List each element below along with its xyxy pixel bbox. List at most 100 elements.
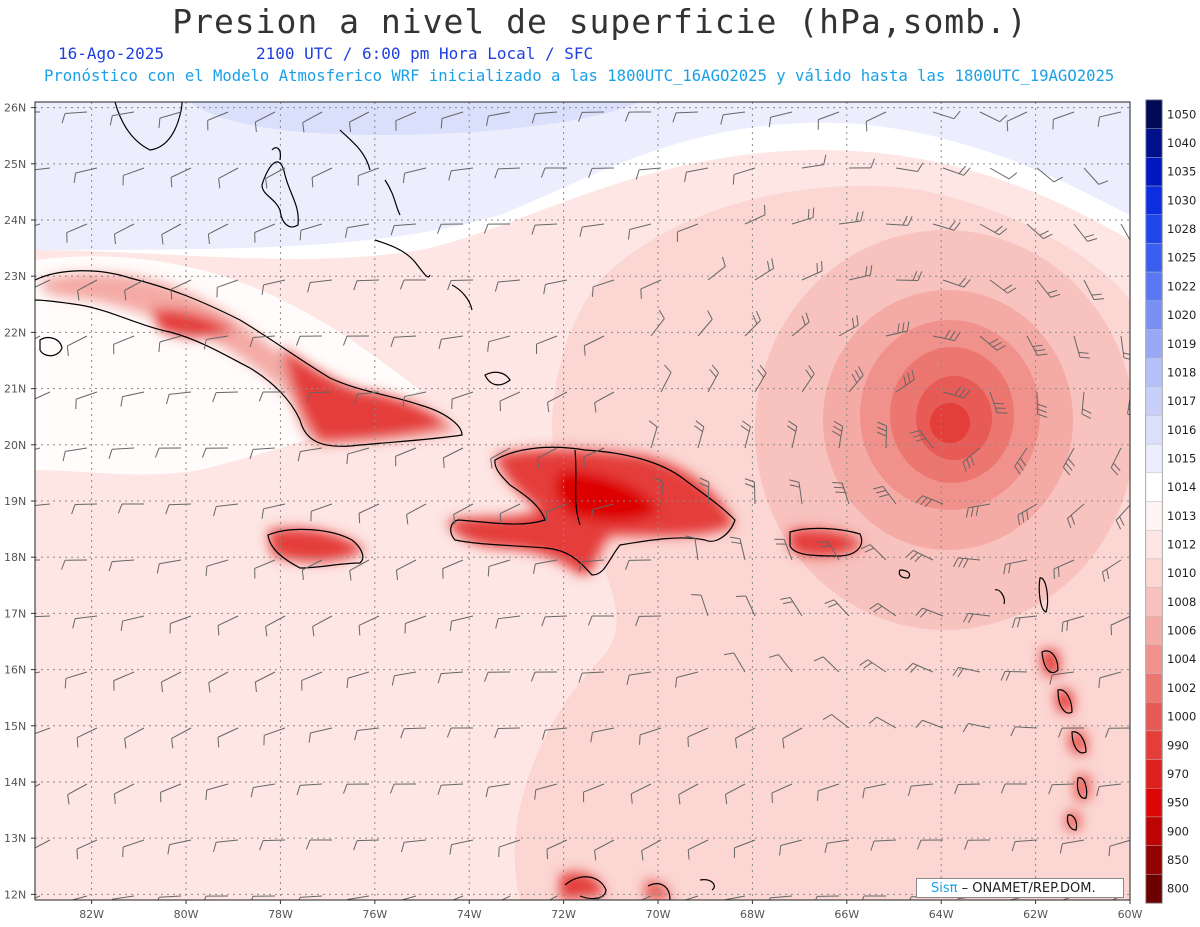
- lon-tick-label: 76W: [362, 908, 387, 921]
- wind-barb: [437, 671, 464, 684]
- wind-barb: [678, 783, 699, 805]
- lon-tick-label: 74W: [457, 908, 482, 921]
- wind-barb: [1102, 559, 1122, 582]
- colorbar-swatch: [1145, 587, 1163, 617]
- colorbar-label: 1017: [1167, 394, 1196, 408]
- wind-barb: [122, 839, 145, 858]
- wind-barb: [108, 559, 135, 572]
- wind-barb: [813, 656, 840, 673]
- lat-tick-label: 15N: [4, 720, 26, 733]
- wind-barb: [35, 671, 41, 674]
- wind-barb: [77, 279, 98, 301]
- wind-barb: [72, 615, 98, 629]
- wind-barb: [583, 335, 605, 356]
- wind-barb: [740, 420, 751, 449]
- colorbar-swatch: [1145, 616, 1163, 646]
- wind-barb: [251, 895, 276, 900]
- wind-barb: [848, 265, 873, 281]
- wind-barb: [1097, 111, 1122, 127]
- wind-barb: [208, 671, 229, 693]
- wind-barb: [353, 839, 380, 851]
- wind-barb: [499, 503, 521, 524]
- wind-barb: [161, 223, 182, 245]
- wind-barb: [774, 538, 793, 561]
- colorbar-label: 990: [1167, 738, 1189, 752]
- wind-barb: [932, 110, 961, 120]
- wind-barb: [543, 279, 568, 295]
- wind-barb: [639, 727, 662, 745]
- wind-barb: [962, 447, 981, 472]
- wind-barb: [451, 895, 464, 900]
- wind-barb: [624, 111, 652, 122]
- wind-barb: [733, 839, 756, 858]
- wind-barb: [720, 111, 746, 125]
- colorbar-label: 1008: [1167, 595, 1196, 609]
- wind-barb: [782, 727, 803, 749]
- wind-barb: [400, 895, 417, 900]
- wind-barb: [838, 211, 864, 225]
- colorbar-label: 1004: [1167, 652, 1196, 666]
- wind-barb: [868, 716, 897, 729]
- wind-barb: [62, 447, 88, 462]
- wind-barb: [64, 671, 88, 689]
- wind-barb: [35, 391, 51, 400]
- wind-barb: [346, 447, 370, 464]
- wind-barb: [402, 391, 427, 407]
- lon-tick-label: 64W: [929, 908, 954, 921]
- wind-barb: [1081, 391, 1092, 419]
- colorbar-label: 1020: [1167, 308, 1196, 322]
- wind-barb: [870, 839, 897, 851]
- wind-barb: [35, 503, 51, 506]
- wind-barb: [635, 615, 662, 626]
- wind-barb: [964, 839, 991, 850]
- lat-tick-label: 17N: [4, 607, 26, 620]
- wind-barb: [979, 335, 1006, 351]
- wind-barb: [848, 366, 864, 393]
- wind-barb: [113, 783, 135, 804]
- wind-barbs: [35, 110, 1148, 900]
- wind-barb: [494, 727, 521, 739]
- wind-barb: [486, 111, 511, 126]
- wind-barb: [1131, 280, 1148, 301]
- wind-barb: [402, 167, 427, 184]
- wind-barb: [448, 167, 474, 181]
- colorbar-label: 1015: [1167, 451, 1196, 465]
- wind-barb: [122, 167, 145, 186]
- wind-barb: [1073, 223, 1098, 242]
- wind-barb: [989, 391, 1008, 414]
- wind-barb: [1110, 615, 1130, 636]
- wind-barb: [124, 279, 145, 301]
- colorbar-swatch: [1145, 386, 1163, 416]
- wind-barb: [66, 335, 88, 356]
- wind-barb: [35, 167, 51, 171]
- wind-barb: [905, 662, 934, 673]
- wind-barb: [859, 659, 887, 673]
- colorbar-label: 970: [1167, 767, 1189, 781]
- wind-barb: [723, 652, 746, 673]
- colorbar-swatch: [1145, 443, 1163, 474]
- wind-barb: [500, 895, 511, 900]
- wind-barb: [442, 447, 464, 468]
- wind-barb: [725, 783, 746, 805]
- colorbar-label: 1028: [1167, 222, 1196, 236]
- wind-barb: [537, 447, 558, 469]
- wind-barb: [254, 111, 276, 132]
- wind-barb: [35, 895, 41, 899]
- wind-barb: [113, 335, 135, 355]
- wind-barb: [962, 723, 991, 733]
- wind-barb: [400, 727, 427, 739]
- wind-barb: [35, 727, 51, 735]
- wind-barb: [1052, 111, 1075, 130]
- wind-barb: [791, 312, 810, 337]
- wind-barb: [213, 503, 239, 517]
- wind-barb: [895, 270, 923, 282]
- wind-barb: [73, 167, 98, 183]
- wind-barb: [676, 223, 699, 242]
- wind-barb: [265, 167, 286, 189]
- wind-barb: [165, 503, 192, 515]
- wind-barb: [390, 223, 417, 236]
- wind-barb: [207, 111, 229, 131]
- colorbar-label: 1014: [1167, 480, 1196, 494]
- wind-barb: [861, 895, 887, 900]
- coastlines: [35, 102, 1088, 900]
